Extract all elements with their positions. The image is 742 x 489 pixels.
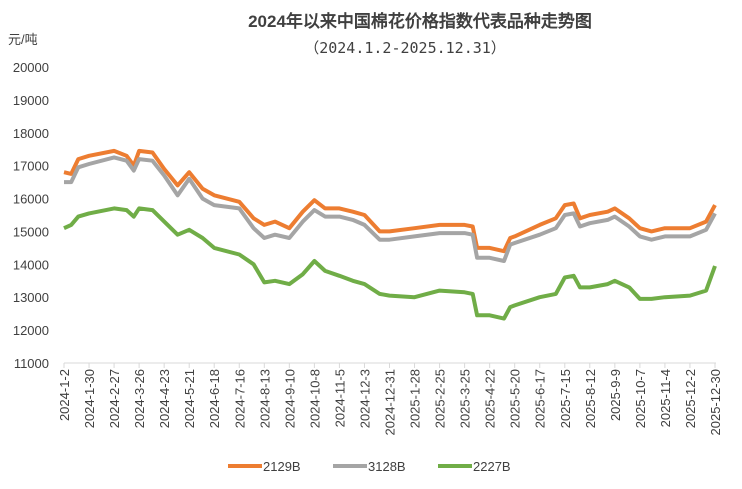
legend-label: 2129B xyxy=(263,459,301,474)
legend-item-2129B: 2129B xyxy=(228,459,301,474)
y-axis-label: 元/吨 xyxy=(8,32,38,47)
x-tick-label: 2025-5-20 xyxy=(508,369,523,428)
legend-label: 2227B xyxy=(473,459,511,474)
x-tick-label: 2025-8-12 xyxy=(583,369,598,428)
x-tick-label: 2024-9-10 xyxy=(282,369,297,428)
x-tick-label: 2025-11-4 xyxy=(658,369,673,427)
x-tick-label: 2024-1-2 xyxy=(57,369,72,421)
series-line-3128B xyxy=(64,155,717,263)
x-tick-label: 2025-12-2 xyxy=(683,369,698,428)
y-tick-label: 17000 xyxy=(13,159,49,174)
x-tick-label: 2024-12-31 xyxy=(383,369,398,436)
legend-label: 3128B xyxy=(368,459,406,474)
chart-title: 2024年以来中国棉花价格指数代表品种走势图 xyxy=(248,11,592,31)
x-tick-label: 2025-1-28 xyxy=(408,369,423,428)
x-tick-label: 2025-6-17 xyxy=(533,369,548,428)
series-line-2227B xyxy=(63,206,717,321)
x-tick-label: 2025-10-7 xyxy=(633,369,648,428)
x-tick-label: 2024-8-13 xyxy=(257,369,272,428)
y-tick-label: 19000 xyxy=(13,93,49,108)
x-tick-label: 2024-5-21 xyxy=(182,369,197,428)
chart-subtitle: （2024.1.2-2025.12.31） xyxy=(304,39,506,57)
x-tick-label: 2025-9-9 xyxy=(608,369,623,421)
x-tick-label: 2024-2-27 xyxy=(107,369,122,428)
y-tick-label: 13000 xyxy=(13,290,49,305)
x-tick-label: 2025-12-30 xyxy=(708,369,723,436)
legend-item-3128B: 3128B xyxy=(333,459,406,474)
y-tick-label: 11000 xyxy=(14,356,49,371)
x-tick-label: 2025-3-25 xyxy=(458,369,473,428)
y-tick-label: 14000 xyxy=(13,257,49,272)
x-tick-label: 2024-12-3 xyxy=(357,369,372,428)
y-tick-label: 18000 xyxy=(13,126,49,141)
x-tick-label: 2024-4-23 xyxy=(157,369,172,428)
x-tick-label: 2024-7-16 xyxy=(232,369,247,428)
x-tick-label: 2025-4-22 xyxy=(483,369,498,428)
x-tick-label: 2024-10-8 xyxy=(307,369,322,428)
series-line-2129B xyxy=(63,148,717,254)
y-tick-label: 15000 xyxy=(13,224,49,239)
y-tick-label: 12000 xyxy=(13,323,49,338)
x-tick-label: 2024-6-18 xyxy=(207,369,222,428)
x-tick-label: 2024-3-26 xyxy=(132,369,147,428)
x-tick-label: 2024-1-30 xyxy=(82,369,97,428)
legend-item-2227B: 2227B xyxy=(438,459,511,474)
y-tick-label: 20000 xyxy=(13,60,49,75)
x-tick-label: 2024-11-5 xyxy=(332,369,347,427)
x-tick-label: 2025-2-25 xyxy=(433,369,448,428)
x-tick-label: 2025-7-15 xyxy=(558,369,573,428)
y-tick-label: 16000 xyxy=(13,192,49,207)
